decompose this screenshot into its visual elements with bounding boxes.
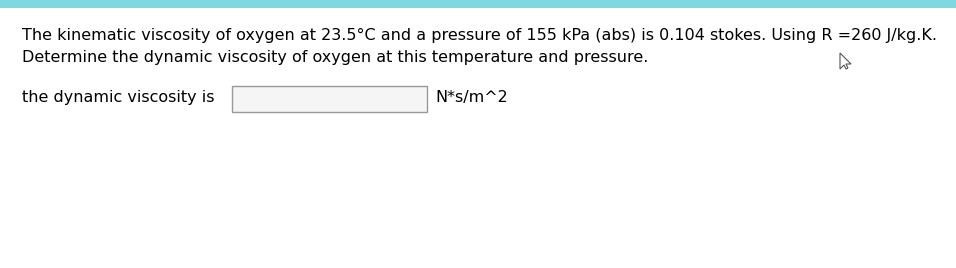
Bar [0,0,956,8]
Polygon shape [840,53,851,69]
Text: The kinematic viscosity of oxygen at 23.5°C and a pressure of 155 kPa (abs) is 0: The kinematic viscosity of oxygen at 23.… [22,28,937,43]
Bar [232,86,427,112]
Text: Determine the dynamic viscosity of oxygen at this temperature and pressure.: Determine the dynamic viscosity of oxyge… [22,50,648,65]
Text: N*s/m^2: N*s/m^2 [435,90,508,105]
Text: the dynamic viscosity is: the dynamic viscosity is [22,90,214,105]
